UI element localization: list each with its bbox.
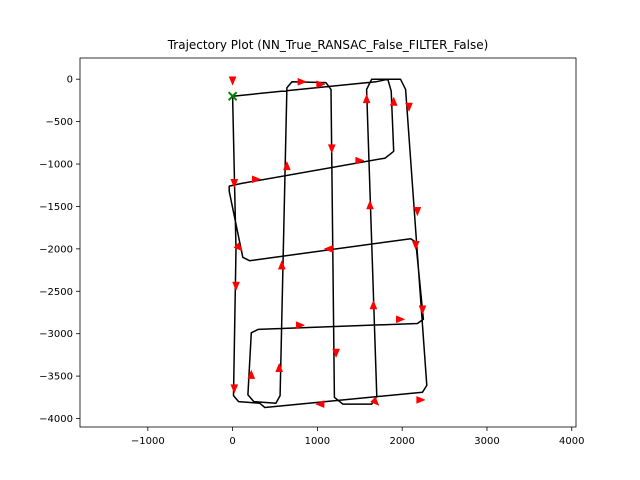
direction-arrow-6 [389,96,398,106]
start-marker [227,91,238,101]
direction-arrow-28 [251,175,262,184]
direction-arrows-layer [228,76,427,408]
y-axis: 0 −500 −1000 −1500 −2000 −2500 −3000 −3500 −4000 [39,75,80,425]
direction-arrow-21 [283,160,291,171]
y-tick-label: −1000 [39,160,73,171]
direction-arrow-15 [332,348,340,359]
x-tick-label: 0 [229,436,235,447]
x-tick-label: 2000 [389,436,414,447]
direction-arrow-27 [230,179,239,189]
direction-arrow-2 [316,80,326,89]
direction-arrow-1 [297,77,307,86]
direction-arrow-19 [275,362,284,373]
direction-arrow-17 [416,396,426,404]
x-tick-label: −1000 [131,436,165,447]
direction-arrow-10 [418,305,427,315]
y-tick-label: −500 [46,117,73,128]
x-tick-label: 3000 [474,436,499,447]
y-tick-label: −3500 [39,372,73,383]
direction-arrow-7 [405,102,413,113]
direction-arrow-12 [369,299,378,310]
y-tick-label: −3000 [39,329,73,340]
direction-arrow-26 [233,242,243,252]
direction-arrow-20 [277,260,286,270]
axes-frame [79,57,577,428]
direction-arrow-9 [411,241,420,251]
direction-arrow-3 [327,144,336,154]
y-tick-label: −4000 [39,414,73,425]
plot-area [79,57,577,428]
direction-arrow-14 [323,245,333,253]
y-tick-label: 0 [67,75,73,86]
chart-title: Trajectory Plot (NN_True_RANSAC_False_FI… [167,38,489,52]
direction-arrow-16 [370,396,380,406]
y-tick-label: −2500 [39,287,73,298]
start-marker-layer [227,91,238,101]
direction-arrow-23 [247,369,256,379]
direction-arrow-8 [413,207,422,217]
direction-arrow-11 [396,315,406,324]
x-axis: −1000 0 1000 2000 3000 4000 [131,427,584,447]
direction-arrow-18 [315,400,325,408]
direction-arrow-22 [295,321,306,330]
direction-arrow-5 [362,93,371,104]
direction-arrow-13 [366,199,374,210]
direction-arrow-24 [230,384,239,394]
y-tick-label: −2000 [39,244,73,255]
y-tick-label: −1500 [39,202,73,213]
x-tick-label: 1000 [305,436,330,447]
direction-arrow-0 [228,76,237,86]
direction-arrow-25 [232,281,240,292]
x-tick-label: 4000 [559,436,584,447]
direction-arrow-4 [355,156,365,165]
